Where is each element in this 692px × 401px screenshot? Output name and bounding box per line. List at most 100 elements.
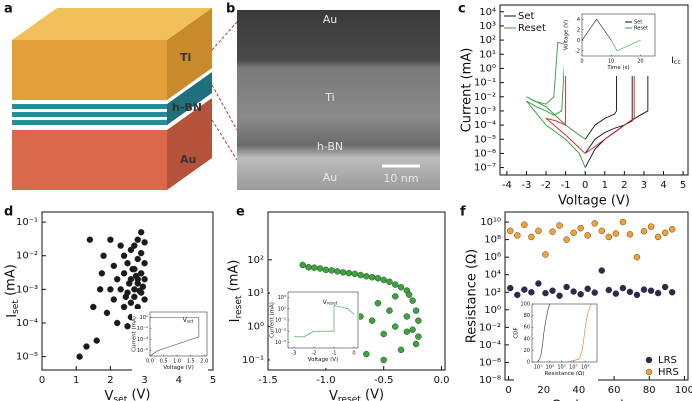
y-tick-label: 10⁻³ xyxy=(275,329,286,335)
y-tick-label: 10⁸ xyxy=(484,235,501,246)
data-point xyxy=(605,286,613,294)
x-axis-label: Voltage (V) xyxy=(308,357,338,363)
data-point xyxy=(507,227,514,235)
data-point xyxy=(542,289,549,297)
data-point xyxy=(654,289,662,297)
data-point xyxy=(363,350,370,358)
data-point xyxy=(403,328,411,335)
panel-letter: a xyxy=(4,2,13,17)
data-point xyxy=(83,343,90,350)
data-point xyxy=(633,291,641,299)
y-tick-label: 10⁻⁷ xyxy=(474,163,496,174)
x-tick-label: 100 xyxy=(675,385,692,396)
label-part: I xyxy=(671,56,674,66)
data-point xyxy=(584,285,591,292)
y-tick-label: 10¹ xyxy=(247,288,264,299)
y-tick-label: 10⁻³ xyxy=(137,337,148,343)
data-point xyxy=(415,333,422,340)
x-tick-label: 5 xyxy=(680,180,686,191)
label-part: V xyxy=(329,389,338,401)
data-point xyxy=(386,307,393,314)
y-tick-label: 10¹⁰ xyxy=(480,217,501,228)
data-point xyxy=(507,284,514,292)
image-label: Ti xyxy=(324,91,334,104)
legend-marker xyxy=(645,368,653,376)
y-axis-label: Current (mA) xyxy=(132,316,138,352)
data-point xyxy=(380,276,387,284)
data-point xyxy=(412,340,420,348)
series-line xyxy=(581,18,612,41)
tem-image xyxy=(237,10,440,190)
x-axis-label: Voltage (V) xyxy=(558,194,630,209)
y-tick-label: 60 xyxy=(524,325,530,331)
data-point xyxy=(107,236,114,243)
data-point xyxy=(563,283,570,291)
panel-letter: d xyxy=(4,205,13,220)
y-axis-label: Voltage (V) xyxy=(564,20,570,50)
x-tick-label: 3 xyxy=(641,180,647,191)
x-tick-label: 0 xyxy=(580,59,583,65)
x-tick-label: -1.5 xyxy=(258,375,278,386)
series-line xyxy=(294,305,355,338)
legend-label: Set xyxy=(634,20,642,26)
x-tick-label: 2.0 xyxy=(200,359,208,365)
x-tick-label: -2 xyxy=(312,351,317,357)
y-tick-label: 80 xyxy=(524,313,530,319)
data-point xyxy=(357,271,364,279)
x-axis-label: Voltage (V) xyxy=(163,365,193,371)
x-tick-label: 0 xyxy=(582,180,588,191)
y-tick-label: 10⁻⁴ xyxy=(474,120,496,131)
x-axis-label: Resistance (Ω) xyxy=(545,371,585,377)
y-tick-label: 10⁻⁴ xyxy=(479,340,501,351)
y-axis-label: Iset (mA) xyxy=(3,264,21,318)
y-tick-label: 10⁻² xyxy=(16,251,38,262)
data-point xyxy=(591,220,598,227)
y-tick-label: 10⁴ xyxy=(479,7,496,18)
y-tick-label: 20 xyxy=(524,348,530,354)
data-point xyxy=(322,266,330,274)
data-point xyxy=(110,296,118,303)
legend-label: Reset xyxy=(634,26,648,32)
x-tick-label: 1 xyxy=(602,180,608,191)
data-point xyxy=(120,252,128,259)
panel-letter: e xyxy=(236,205,245,220)
y-tick-label: 10¹ xyxy=(140,315,148,321)
y-tick-label: 10⁻⁸ xyxy=(479,375,501,386)
data-point xyxy=(535,280,542,287)
data-point xyxy=(386,278,393,285)
data-point xyxy=(612,290,620,297)
data-point xyxy=(668,226,676,233)
data-point xyxy=(654,233,662,241)
annotation: Icc xyxy=(671,56,681,67)
x-tick-label: -2 xyxy=(541,180,551,191)
data-point xyxy=(363,273,370,280)
x-axis-label: Vset (V) xyxy=(105,387,151,401)
y-tick-label: 10⁻³ xyxy=(16,284,38,295)
data-point xyxy=(647,223,655,230)
data-point xyxy=(598,227,605,235)
label-part: I xyxy=(5,314,20,318)
data-point xyxy=(661,229,669,236)
x-tick-label: 0.5 xyxy=(160,359,168,365)
data-point xyxy=(668,289,676,296)
data-point xyxy=(305,263,312,271)
y-tick-label: 10⁻¹ xyxy=(137,326,148,332)
data-point xyxy=(577,291,584,298)
label-part: reset xyxy=(234,295,244,318)
layer-label: Ti xyxy=(180,51,191,64)
data-point xyxy=(405,291,413,298)
y-tick-label: 10² xyxy=(484,287,501,298)
label-part: reset xyxy=(338,395,361,401)
x-axis-label: Cycle number xyxy=(551,399,642,401)
y-tick-label: 0 xyxy=(527,360,530,366)
data-point xyxy=(124,323,131,330)
label-part: V xyxy=(183,317,188,324)
data-point xyxy=(351,270,358,278)
panel-letter: f xyxy=(460,205,466,220)
y-axis-label: Current (mA) xyxy=(460,48,475,133)
data-point xyxy=(131,293,138,301)
y-tick-label: 0 xyxy=(577,38,580,44)
x-tick-label: 10³ xyxy=(546,365,554,371)
data-point xyxy=(584,232,591,239)
label-part: reset xyxy=(327,300,338,305)
